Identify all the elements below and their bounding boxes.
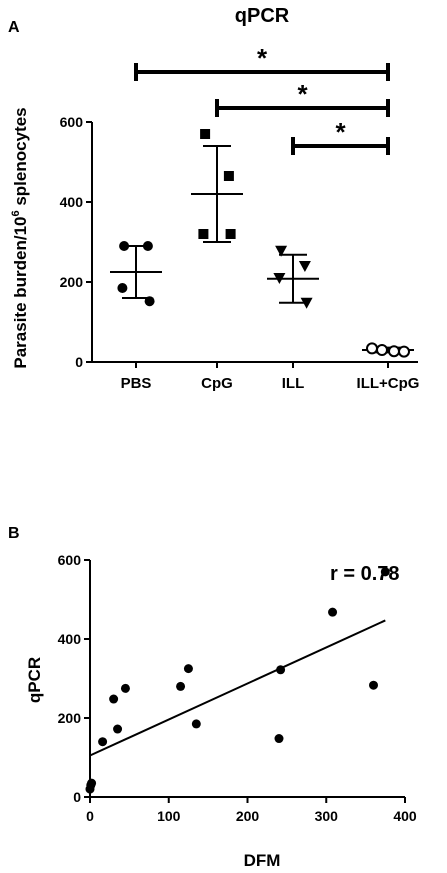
data-point <box>183 664 193 674</box>
panel-b-annotation: r = 0.78 <box>330 563 400 585</box>
y-tick-label: 200 <box>60 274 84 290</box>
data-point <box>223 171 234 181</box>
y-tick-label: 600 <box>58 552 82 568</box>
panel-a-title: qPCR <box>235 5 290 27</box>
data-point <box>275 245 288 257</box>
y-tick-label: 200 <box>58 710 82 726</box>
x-tick-label: 200 <box>236 808 260 824</box>
x-tick-label: PBS <box>121 375 152 392</box>
x-tick-label: 400 <box>393 808 417 824</box>
panel-b-xlabel: DFM <box>244 851 281 870</box>
data-point <box>117 283 128 293</box>
panel-a-letter: A <box>8 19 20 36</box>
data-point <box>225 229 236 239</box>
data-point <box>198 229 209 239</box>
panel-a-ylabel-main: Parasite burden/10 <box>11 217 30 369</box>
data-point <box>98 737 108 747</box>
panel-b-letter: B <box>8 525 20 542</box>
data-point <box>142 241 153 251</box>
data-point <box>328 607 338 617</box>
data-point <box>109 694 119 704</box>
data-point <box>376 344 388 356</box>
panel-a-ylabel: Parasite burden/106 splenocytes <box>10 107 30 368</box>
data-point <box>300 297 313 309</box>
y-tick-label: 600 <box>60 114 84 130</box>
panel-a-ylabel-tail: splenocytes <box>11 107 30 210</box>
y-tick-label: 400 <box>58 631 82 647</box>
data-point <box>273 273 286 284</box>
data-point <box>144 296 155 307</box>
panel-b-plot: 0 200 400 600 0 100 200 300 400 <box>58 552 417 824</box>
regression-line <box>89 619 386 757</box>
data-point <box>366 342 378 355</box>
y-tick-label: 0 <box>73 789 81 805</box>
y-tick-label: 400 <box>60 194 84 210</box>
data-point <box>87 778 97 788</box>
data-point <box>120 683 130 693</box>
panel-a-ylabel-sup: 6 <box>10 210 22 216</box>
data-point <box>276 665 286 675</box>
data-point <box>398 345 410 358</box>
data-point <box>298 261 311 272</box>
x-tick-label: ILL <box>282 375 305 392</box>
data-point <box>380 567 390 577</box>
y-tick-label: 0 <box>75 354 83 370</box>
data-point <box>200 129 211 139</box>
data-point <box>388 345 400 358</box>
x-tick-label: 0 <box>86 808 94 824</box>
x-tick-label: 300 <box>315 808 339 824</box>
data-point <box>119 241 130 251</box>
x-tick-label: ILL+CpG <box>357 375 420 392</box>
data-point <box>369 680 378 690</box>
data-point <box>176 681 186 691</box>
x-tick-label: 100 <box>157 808 181 824</box>
significance-label: * <box>335 117 346 147</box>
x-tick-label: CpG <box>201 375 233 392</box>
significance-label: * <box>297 79 308 109</box>
panel-a-plot: 0 200 400 600 PBS CpG ILL ILL+CpG * * * <box>60 43 420 392</box>
data-point <box>191 719 201 729</box>
data-point <box>274 734 284 744</box>
significance-label: * <box>257 43 268 73</box>
panel-b-ylabel: qPCR <box>25 657 44 703</box>
data-point <box>113 724 123 734</box>
